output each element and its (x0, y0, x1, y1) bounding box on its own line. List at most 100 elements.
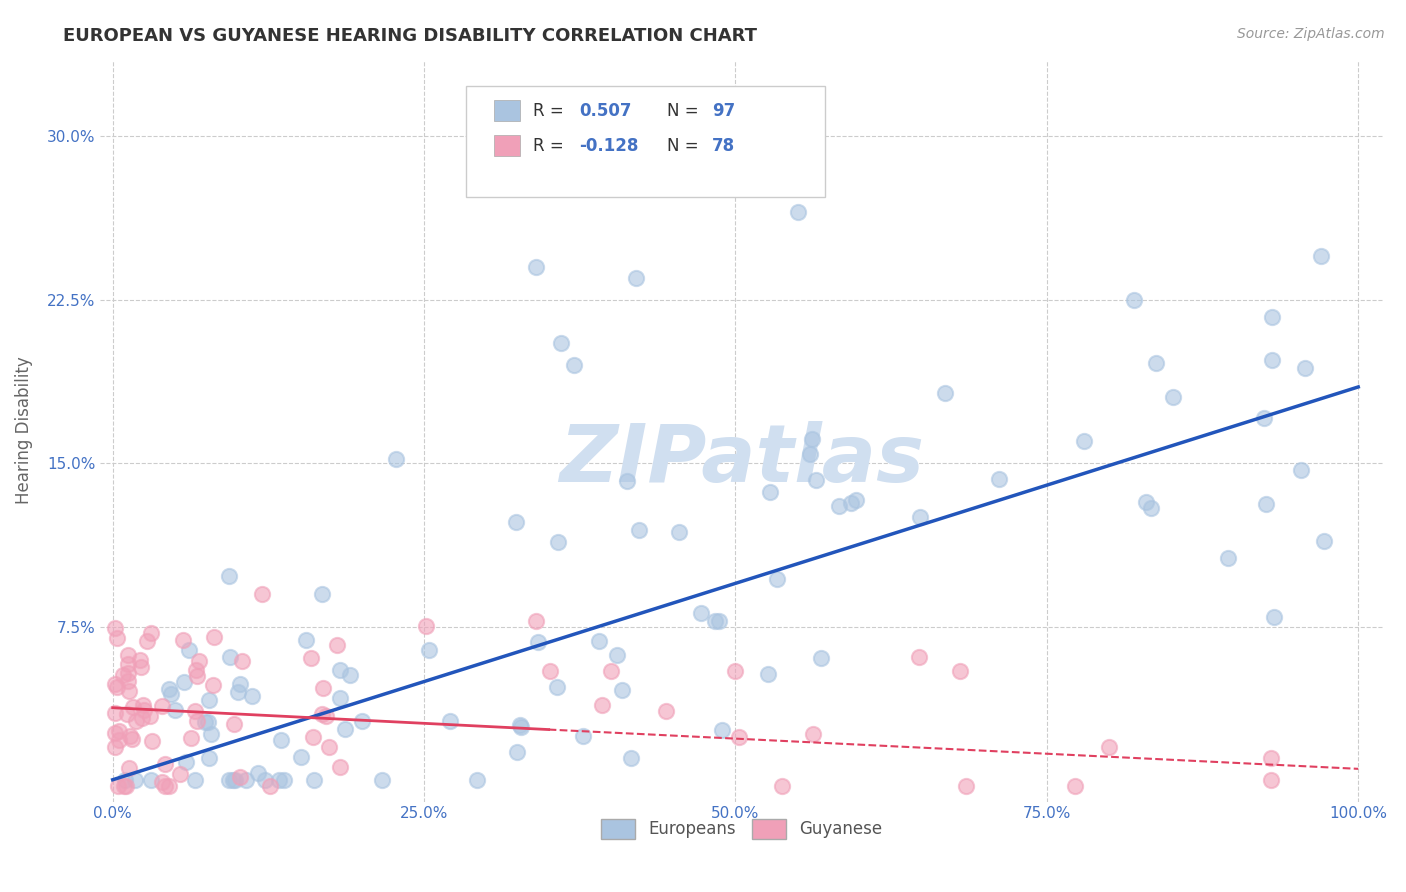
Point (290, 749, 312, 764)
Point (186, 669, 208, 683)
Point (727, 730, 749, 744)
Point (202, 631, 225, 645)
Point (524, 614, 547, 628)
Text: R =: R = (533, 102, 568, 120)
Point (668, 525, 690, 540)
Point (1261, 353, 1284, 368)
Point (689, 606, 711, 620)
Point (118, 761, 141, 775)
Point (1218, 550, 1240, 565)
Text: N =: N = (668, 102, 704, 120)
Point (186, 714, 208, 728)
Point (1144, 356, 1167, 370)
Point (839, 496, 862, 510)
Point (104, 621, 127, 635)
Point (908, 650, 931, 665)
Point (770, 780, 793, 794)
Point (806, 474, 828, 488)
Point (1254, 497, 1277, 511)
Point (1260, 772, 1282, 787)
Point (302, 772, 325, 787)
Point (221, 772, 243, 787)
Point (711, 723, 734, 738)
Point (465, 772, 488, 787)
Point (1073, 434, 1095, 448)
Point (141, 734, 163, 748)
Point (159, 687, 181, 701)
Point (194, 714, 217, 729)
Point (600, 664, 623, 678)
Point (180, 731, 202, 745)
Point (1260, 751, 1282, 765)
Point (1263, 610, 1285, 624)
Point (624, 161, 647, 176)
Point (339, 668, 361, 682)
Point (1253, 410, 1275, 425)
Point (141, 626, 163, 640)
Point (117, 657, 139, 671)
Point (910, 510, 932, 524)
Point (270, 733, 292, 747)
Point (415, 619, 437, 633)
Point (240, 689, 263, 703)
Point (1123, 293, 1146, 307)
Text: Source: ZipAtlas.com: Source: ZipAtlas.com (1237, 27, 1385, 41)
Point (1098, 740, 1121, 755)
Point (758, 485, 780, 500)
Point (184, 663, 207, 677)
Point (226, 684, 249, 698)
Text: -0.128: -0.128 (579, 136, 638, 154)
Point (184, 772, 207, 787)
Point (135, 634, 157, 648)
Point (616, 474, 638, 488)
Text: 78: 78 (713, 136, 735, 154)
Point (174, 755, 197, 769)
Legend: Europeans, Guyanese: Europeans, Guyanese (595, 813, 889, 846)
Point (509, 718, 531, 732)
Point (231, 654, 253, 668)
Point (172, 633, 194, 648)
Point (219, 650, 242, 665)
Point (115, 707, 138, 722)
Point (150, 698, 173, 713)
Point (173, 674, 195, 689)
Text: R =: R = (533, 136, 568, 154)
Point (153, 756, 176, 771)
Point (315, 709, 337, 723)
Point (273, 772, 295, 787)
Point (325, 638, 347, 652)
Point (105, 631, 128, 645)
Point (845, 492, 868, 507)
Point (107, 780, 129, 794)
Point (606, 648, 628, 662)
Point (104, 706, 127, 720)
Point (547, 535, 569, 549)
Point (198, 751, 221, 765)
Point (104, 677, 127, 691)
Point (1161, 390, 1184, 404)
Point (198, 692, 221, 706)
FancyBboxPatch shape (494, 136, 520, 156)
Point (329, 691, 352, 706)
Point (311, 587, 333, 601)
Point (139, 709, 162, 723)
Point (224, 772, 246, 787)
Point (311, 706, 333, 721)
Point (150, 775, 173, 789)
Point (267, 772, 290, 787)
Point (177, 643, 200, 657)
Point (799, 447, 821, 461)
Point (229, 770, 252, 784)
Point (132, 703, 155, 717)
Point (250, 587, 273, 601)
Point (253, 772, 276, 787)
Point (505, 515, 527, 529)
Point (765, 572, 787, 586)
Point (301, 730, 323, 744)
Point (724, 664, 747, 678)
FancyBboxPatch shape (494, 101, 520, 121)
Point (108, 724, 131, 739)
Point (620, 751, 643, 765)
Point (1140, 501, 1163, 516)
Point (538, 664, 561, 678)
